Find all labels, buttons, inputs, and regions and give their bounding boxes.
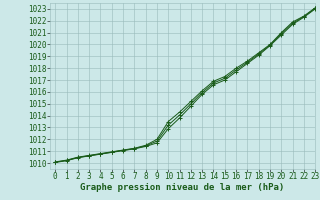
X-axis label: Graphe pression niveau de la mer (hPa): Graphe pression niveau de la mer (hPa) bbox=[80, 183, 284, 192]
